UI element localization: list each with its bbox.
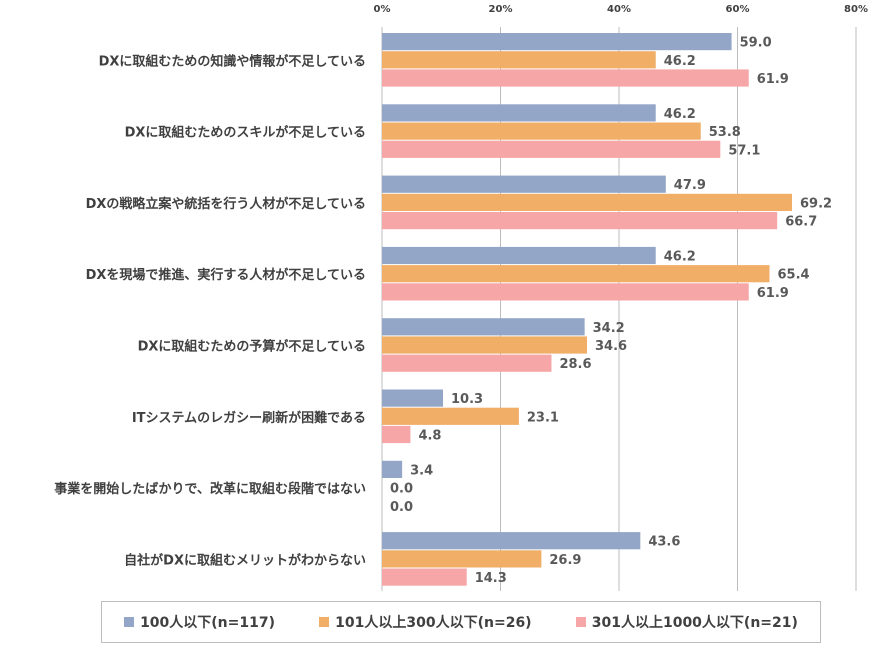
- data-label: 23.1: [527, 410, 559, 425]
- bar-series-2: [382, 550, 542, 568]
- bar-series-2: [382, 51, 656, 69]
- x-tick-label: 60%: [726, 4, 750, 15]
- legend: 100人以下(n=117) 101人以上300人以下(n=26) 301人以上1…: [101, 601, 821, 643]
- data-label: 65.4: [777, 268, 809, 283]
- data-label: 46.2: [664, 107, 696, 122]
- bar-series-1: [382, 318, 585, 336]
- data-label: 61.9: [757, 286, 789, 301]
- legend-label-series-2: 101人以上300人以下(n=26): [335, 615, 532, 631]
- data-label: 66.7: [785, 215, 817, 230]
- data-label: 4.8: [418, 429, 441, 444]
- bar-series-1: [382, 104, 656, 122]
- bar-series-2: [382, 265, 770, 283]
- data-label: 43.6: [648, 535, 680, 550]
- bar-series-1: [382, 532, 641, 550]
- data-label: 34.6: [595, 339, 627, 354]
- category-label: DXに取組むためのスキルが不足している: [125, 125, 366, 141]
- bar-series-1: [382, 246, 656, 265]
- bar-series-3: [382, 425, 411, 444]
- data-label: 26.9: [549, 553, 581, 568]
- bar-series-2: [382, 122, 701, 140]
- data-label: 46.2: [664, 250, 696, 265]
- legend-item-series-3: 301人以上1000人以下(n=21): [575, 612, 798, 632]
- x-axis-ticks: 0% 20% 40% 60% 80%: [374, 4, 868, 15]
- category-label: DXを現場で推進、実行する人材が不足している: [86, 267, 366, 283]
- bar-series-2: [382, 193, 793, 211]
- category-labels: DXに取組むための知識や情報が不足している DXに取組むためのスキルが不足している…: [54, 53, 366, 568]
- bar-series-3: [382, 140, 721, 158]
- data-label: 61.9: [757, 72, 789, 87]
- data-label: 0.0: [390, 482, 413, 497]
- category-label: ITシステムのレガシー刷新が困難である: [132, 410, 366, 426]
- bar-series-3: [382, 283, 749, 301]
- data-label: 59.0: [740, 36, 772, 51]
- category-label: DXの戦略立案や統括を行う人材が不足している: [86, 196, 366, 212]
- data-label: 69.2: [800, 196, 832, 211]
- data-label: 53.8: [709, 125, 741, 140]
- bar-series-1: [382, 389, 444, 407]
- x-tick-label: 40%: [607, 4, 631, 15]
- legend-swatch-series-2: [319, 617, 330, 627]
- x-tick-label: 80%: [844, 4, 868, 15]
- data-label: 14.3: [475, 571, 507, 586]
- category-label: DXに取組むための予算が不足している: [138, 339, 366, 355]
- legend-label-series-1: 100人以下(n=117): [140, 615, 276, 631]
- x-tick-label: 20%: [489, 4, 513, 15]
- bars: [382, 33, 793, 586]
- data-label: 3.4: [410, 463, 433, 478]
- bar-series-2: [382, 336, 588, 354]
- category-label: DXに取組むための知識や情報が不足している: [99, 53, 366, 69]
- legend-swatch-series-3: [575, 617, 586, 627]
- category-label: 事業を開始したばかりで、改革に取組む段階ではない: [54, 481, 366, 497]
- x-tick-label: 0%: [374, 4, 391, 15]
- bar-series-1: [382, 33, 732, 51]
- data-label: 47.9: [674, 178, 706, 193]
- data-labels: 59.0 46.2 61.9 46.2 53.8 57.1 47.9 69.2 66.7 46.2…: [390, 36, 832, 586]
- data-label: 34.2: [593, 321, 625, 336]
- bar-series-3: [382, 69, 749, 87]
- data-label: 46.2: [664, 54, 696, 69]
- data-label: 0.0: [390, 500, 413, 515]
- bar-series-3: [382, 212, 778, 230]
- bar-series-3: [382, 568, 467, 586]
- legend-label-series-3: 301人以上1000人以下(n=21): [591, 615, 798, 631]
- data-label: 57.1: [728, 143, 760, 158]
- category-label: 自社がDXに取組むメリットがわからない: [124, 552, 366, 568]
- legend-item-series-1: 100人以下(n=117): [124, 612, 275, 632]
- bar-series-1: [382, 460, 403, 478]
- legend-item-series-2: 101人以上300人以下(n=26): [319, 612, 532, 632]
- bar-series-3: [382, 354, 552, 372]
- legend-swatch-series-1: [124, 617, 135, 627]
- data-label: 10.3: [451, 392, 483, 407]
- bar-series-2: [382, 407, 519, 425]
- data-label: 28.6: [559, 357, 591, 372]
- bar-series-1: [382, 175, 666, 193]
